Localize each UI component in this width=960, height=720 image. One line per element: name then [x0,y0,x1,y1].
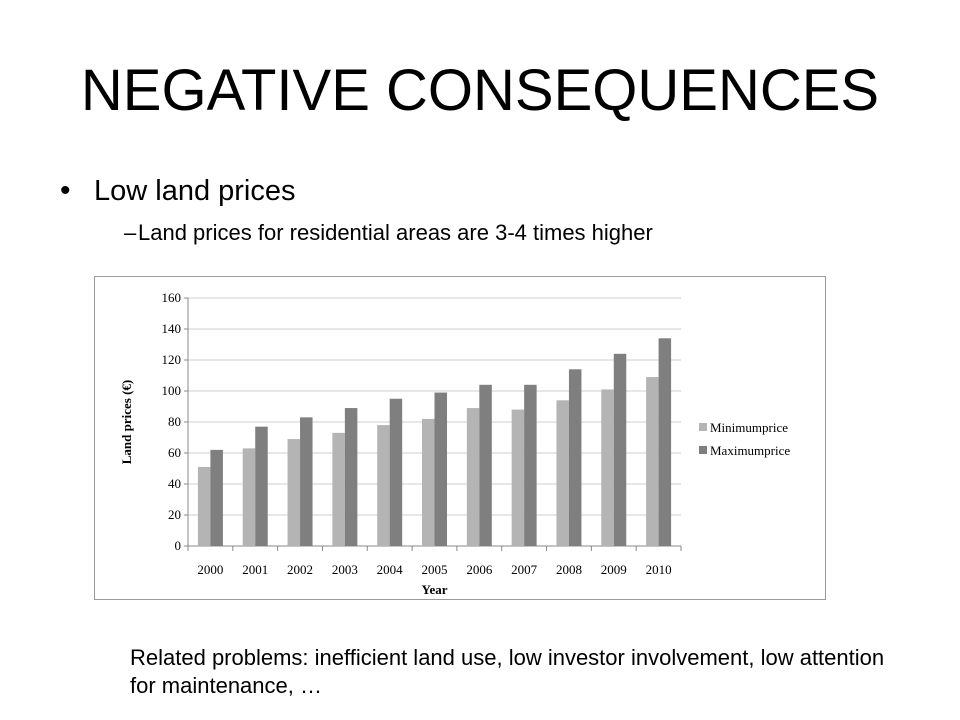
bar-maximumprice-2005 [434,392,447,546]
bar-maximumprice-2000 [210,449,223,546]
bar-minimumprice-2003 [332,432,345,546]
legend-swatch-minimumprice [699,423,707,431]
bar-maximumprice-2006 [479,384,492,546]
bar-maximumprice-2010 [658,338,672,546]
x-tick-label: 2006 [466,562,493,577]
y-tick-label: 20 [168,507,181,522]
x-tick-label: 2008 [556,562,582,577]
legend-label: Minimumprice [710,420,788,435]
bar-minimumprice-2005 [422,418,435,546]
y-tick-label: 120 [162,352,182,367]
legend-label: Maximumprice [710,443,790,458]
y-tick-label: 80 [168,414,181,429]
bar-minimumprice-2008 [556,400,569,546]
bar-minimumprice-2000 [197,466,211,546]
x-axis-title: Year [422,582,448,597]
bar-minimumprice-2007 [511,409,525,546]
x-tick-label: 2000 [197,562,223,577]
y-tick-label: 160 [162,290,182,305]
bar-maximumprice-2004 [389,398,403,546]
related-problems-text: Related problems: inefficient land use, … [130,645,885,698]
bar-minimumprice-2010 [646,377,659,546]
y-tick-label: 60 [168,445,181,460]
x-tick-label: 2004 [377,562,404,577]
y-tick-label: 40 [168,476,181,491]
x-tick-label: 2003 [332,562,358,577]
x-tick-label: 2001 [242,562,268,577]
bar-maximumprice-2002 [300,417,313,546]
legend-swatch-maximumprice [699,446,707,454]
x-tick-label: 2007 [511,562,538,577]
bar-minimumprice-2006 [466,408,480,546]
sub-bullet-marker: – [124,220,137,245]
bullet-text: Low land prices [94,175,296,207]
bar-maximumprice-2003 [344,408,358,546]
slide-title: NEGATIVE CONSEQUENCES [80,58,880,123]
bar-maximumprice-2008 [568,369,582,546]
y-tick-label: 0 [175,538,182,553]
bar-maximumprice-2007 [524,384,537,546]
y-tick-label: 140 [162,321,182,336]
chart-frame: 0 20 40 60 80 100 120 140 160 2000 2001 2002 2003 200… [94,276,826,600]
bullet-marker: • [60,174,71,207]
y-axis-title: Land prices (€) [119,380,134,465]
bar-minimumprice-2002 [287,439,301,546]
x-tick-label: 2010 [646,562,672,577]
x-tick-label: 2009 [601,562,627,577]
bar-maximumprice-2001 [255,426,268,546]
bullet-item: • Low land prices [60,174,296,208]
sub-bullet-text: Land prices for residential areas are 3-… [138,220,653,245]
bar-minimumprice-2009 [601,389,614,546]
bar-minimumprice-2001 [242,448,256,546]
y-tick-label: 100 [162,383,182,398]
x-tick-label: 2002 [287,562,313,577]
x-tick-label: 2005 [422,562,448,577]
bar-maximumprice-2009 [613,353,627,546]
sub-bullet-item: – Land prices for residential areas are … [124,220,653,246]
bar-minimumprice-2004 [377,425,390,546]
land-price-chart: 0 20 40 60 80 100 120 140 160 2000 2001 2002 2003 200… [119,290,790,597]
